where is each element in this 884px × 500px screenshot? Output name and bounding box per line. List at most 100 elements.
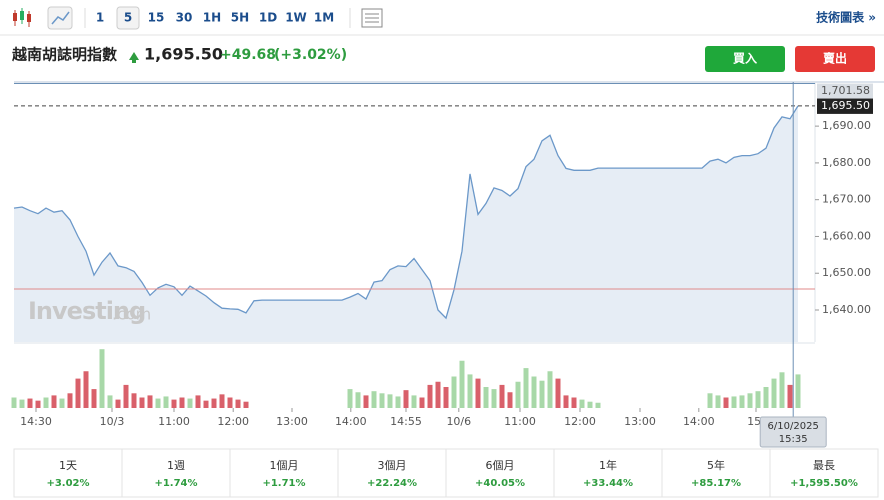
- watermark: Investing: [28, 297, 145, 325]
- volume-bar: [363, 395, 369, 408]
- x-tick-label: 12:00: [564, 415, 596, 428]
- performance-label[interactable]: 1週: [167, 459, 185, 472]
- period-active[interactable]: [116, 6, 140, 30]
- volume-bar: [515, 381, 521, 408]
- volume-bar: [59, 398, 65, 408]
- volume-bar: [147, 395, 153, 408]
- volume-bar: [91, 389, 97, 408]
- performance-value[interactable]: +85.17%: [691, 478, 741, 489]
- volume-bar: [411, 395, 417, 408]
- volume-bar: [51, 395, 57, 408]
- performance-cell[interactable]: [769, 448, 879, 498]
- table-icon[interactable]: [361, 8, 383, 28]
- performance-label[interactable]: 3個月: [378, 459, 407, 472]
- change: +49.68: [220, 47, 276, 63]
- volume-bar: [155, 398, 161, 408]
- period[interactable]: 1H: [203, 11, 221, 25]
- sell-label[interactable]: 賣出: [822, 51, 847, 66]
- volume-bar: [587, 401, 593, 408]
- performance-cell[interactable]: [661, 448, 771, 498]
- x-tick-label: 14:55: [390, 415, 422, 428]
- volume-bar: [347, 389, 353, 408]
- performance-label[interactable]: 5年: [707, 458, 725, 472]
- performance-value[interactable]: +40.05%: [475, 478, 525, 489]
- volume-bar: [171, 399, 177, 408]
- performance-label[interactable]: 1個月: [270, 459, 299, 472]
- performance-cell[interactable]: [13, 448, 123, 498]
- instrument-name: 越南胡誌明指數: [11, 46, 117, 64]
- last-price-label: 1,695.50: [821, 99, 870, 112]
- performance-label[interactable]: 1年: [599, 458, 617, 472]
- volume-bar: [243, 401, 249, 408]
- period[interactable]: 1M: [314, 11, 334, 25]
- y-tick-label: 1,660.00: [822, 229, 871, 242]
- volume-bar: [403, 390, 409, 408]
- y-tick-label: 1,670.00: [822, 193, 871, 206]
- volume-bar: [203, 400, 209, 408]
- volume-bar: [211, 398, 217, 408]
- performance-value[interactable]: +33.44%: [583, 478, 633, 489]
- x-tick-label: 14:00: [335, 415, 367, 428]
- performance-cell[interactable]: [337, 448, 447, 498]
- volume-bar: [763, 387, 769, 408]
- volume-bar: [75, 378, 81, 408]
- performance-label[interactable]: 1天: [59, 459, 77, 472]
- volume-bar: [739, 395, 745, 408]
- crosshair-date: 6/10/2025: [768, 421, 819, 432]
- volume-bar: [555, 378, 561, 408]
- performance-cell[interactable]: [121, 448, 231, 498]
- period[interactable]: 1D: [259, 11, 277, 25]
- tech-chart-link[interactable]: 技術圖表 »: [816, 10, 876, 25]
- volume-bar: [27, 398, 33, 408]
- volume-bar: [483, 387, 489, 408]
- x-tick-label: 14:00: [683, 415, 715, 428]
- volume-bar: [523, 368, 529, 408]
- volume-bar: [755, 391, 761, 408]
- period[interactable]: 1: [96, 11, 104, 25]
- volume-bar: [11, 397, 17, 408]
- performance-value[interactable]: +3.02%: [46, 478, 89, 489]
- performance-value[interactable]: +1.74%: [154, 478, 197, 489]
- sell-button[interactable]: [795, 46, 875, 72]
- volume-bar: [435, 381, 441, 408]
- volume-bar: [723, 397, 729, 408]
- volume-bar: [43, 397, 49, 408]
- performance-value[interactable]: +1,595.50%: [790, 478, 858, 489]
- change-pct: (+3.02%): [274, 47, 347, 63]
- period[interactable]: 5H: [231, 11, 249, 25]
- period[interactable]: 15: [148, 11, 165, 25]
- volume-bar: [371, 391, 377, 408]
- volume-bar: [139, 397, 145, 408]
- volume-bar: [539, 380, 545, 408]
- volume-bar: [443, 387, 449, 408]
- volume-bar: [571, 397, 577, 408]
- volume-bar: [195, 395, 201, 408]
- volume-bar: [531, 376, 537, 408]
- candle-icon[interactable]: [13, 8, 31, 27]
- x-tick-label: 11:00: [504, 415, 536, 428]
- watermark-suffix: .com: [112, 305, 151, 324]
- volume-bar: [459, 360, 465, 408]
- performance-cell[interactable]: [553, 448, 663, 498]
- performance-cell[interactable]: [445, 448, 555, 498]
- volume-bar: [395, 396, 401, 408]
- period[interactable]: 1W: [285, 11, 307, 25]
- period[interactable]: 30: [176, 11, 193, 25]
- price-line: [13, 105, 799, 320]
- volume-bar: [35, 400, 41, 408]
- performance-value[interactable]: +1.71%: [262, 478, 305, 489]
- volume-bar: [563, 395, 569, 408]
- performance-value[interactable]: +22.24%: [367, 478, 417, 489]
- performance-cell[interactable]: [229, 448, 339, 498]
- period[interactable]: 5: [124, 11, 132, 25]
- volume-bar: [475, 378, 481, 408]
- volume-bar: [107, 395, 113, 408]
- performance-label[interactable]: 6個月: [486, 459, 515, 472]
- buy-button[interactable]: [705, 46, 785, 72]
- up-arrow: [129, 52, 139, 63]
- buy-label[interactable]: 買入: [733, 52, 757, 66]
- line-icon[interactable]: [47, 6, 73, 30]
- volume-bar: [115, 399, 121, 408]
- performance-label[interactable]: 最長: [813, 459, 835, 472]
